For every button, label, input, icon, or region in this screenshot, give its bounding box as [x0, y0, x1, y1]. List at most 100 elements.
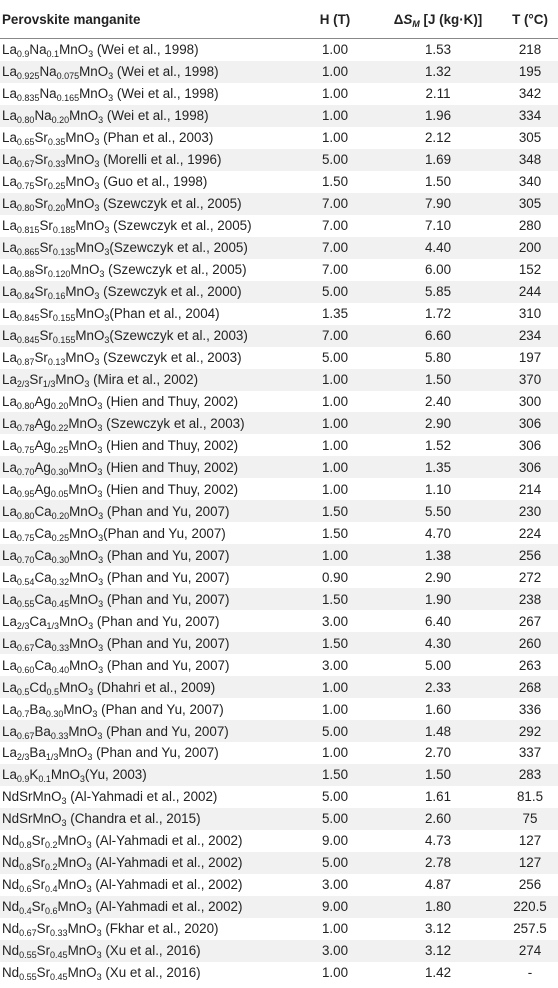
formula-subscript: 3 — [104, 247, 110, 258]
entropy-cell: 1.69 — [374, 148, 502, 171]
material-cell: La0.75Ag0.25MnO3 (Hien and Thuy, 2002) — [0, 434, 296, 456]
formula-text: Na — [34, 108, 52, 124]
temperature-cell: 283 — [502, 763, 558, 786]
formula-text: Sr — [34, 152, 48, 168]
entropy-cell: 6.00 — [424, 262, 452, 278]
formula-text: La — [2, 372, 17, 388]
formula-subscript: 0.67 — [16, 642, 35, 653]
entropy-cell: 1.53 — [424, 42, 452, 58]
formula-subscript: 0.9 — [16, 49, 30, 60]
entropy-cell: 2.33 — [374, 676, 502, 699]
material-cell: Nd0.4Sr0.6MnO3 (Al-Yahmadi et al., 2002) — [0, 895, 296, 918]
formula-subscript: 3 — [98, 554, 104, 565]
material-cell: La0.865Sr0.135MnO3(Szewczyk et al., 2005… — [0, 236, 296, 259]
temperature-cell: 305 — [518, 130, 542, 146]
header-cell: Perovskite manganite — [0, 0, 296, 39]
formula-subscript: 0.9 — [16, 774, 30, 785]
formula-text: Sr — [31, 833, 46, 849]
reference: (Phan et al., 2004) — [109, 306, 220, 322]
formula-text: MnO — [65, 350, 95, 366]
temperature-cell: 224 — [518, 525, 542, 541]
entropy-cell: 1.90 — [374, 588, 502, 611]
formula-subscript: 0.32 — [51, 576, 70, 587]
formula-subscript: 0.2 — [45, 840, 58, 851]
formula-subscript: 3 — [84, 379, 90, 390]
formula-text: La — [2, 415, 17, 431]
reference: (Hien and Thuy, 2002) — [102, 481, 239, 497]
temperature-cell: 234 — [502, 324, 558, 347]
formula-text: MnO — [57, 877, 87, 893]
formula-text: La — [2, 745, 17, 761]
formula-text: La — [2, 459, 17, 475]
formula-text: La — [2, 437, 17, 453]
formula-text: MnO — [65, 130, 95, 146]
temperature-cell: 218 — [518, 42, 542, 58]
formula-subscript: 3 — [98, 576, 104, 587]
formula-text: MnO — [59, 613, 89, 629]
entropy-cell: 2.90 — [374, 412, 502, 435]
formula-text: MnO — [69, 657, 99, 673]
formula-text: MnO — [65, 284, 95, 300]
formula-subscript: 0.155 — [52, 335, 76, 346]
field-cell: 1.50 — [296, 632, 374, 655]
formula-text: MnO — [65, 152, 95, 168]
reference: (Szewczyk et al., 2005) — [99, 196, 242, 212]
formula-text: MnO — [63, 701, 93, 717]
formula-text: MnO — [58, 745, 88, 761]
temperature-cell: 263 — [518, 657, 542, 673]
formula-subscript: 0.25 — [51, 532, 70, 543]
table-row: La0.67Sr0.33MnO3 (Morelli et al., 1996) 5… — [0, 148, 558, 171]
formula-text: Sr — [34, 174, 48, 190]
formula-subscript: 3 — [96, 972, 102, 983]
entropy-cell: 3.12 — [424, 921, 452, 937]
material-cell: NdSrMnO3 (Al-Yahmadi et al., 2002) — [0, 786, 296, 808]
entropy-cell: 4.30 — [374, 632, 502, 655]
material-cell: La0.87Sr0.13MnO3 (Szewczyk et al., 2003) — [0, 347, 296, 369]
formula-subscript: 3 — [97, 422, 103, 433]
formula-subscript: 0.70 — [16, 466, 35, 477]
material-cell: Nd0.67Sr0.33MnO3 (Fkhar et al., 2020) — [0, 918, 296, 940]
formula-subscript: 3 — [97, 466, 103, 477]
table-row: La2/3Ba1/3MnO3 (Phan and Yu, 2007) 1.00 2.… — [0, 742, 558, 764]
temperature-cell: 127 — [502, 851, 558, 874]
table-row: La0.75Ag0.25MnO3 (Hien and Thuy, 2002) 1.… — [0, 434, 558, 456]
table-row: La0.87Sr0.13MnO3 (Szewczyk et al., 2003)… — [0, 347, 558, 369]
formula-subscript: 0.8 — [19, 840, 32, 851]
entropy-cell: 1.96 — [374, 104, 502, 127]
temperature-cell: 152 — [518, 262, 542, 278]
formula-subscript: 0.30 — [51, 554, 70, 565]
formula-subscript: 3 — [98, 664, 104, 675]
temperature-cell: 305 — [502, 192, 558, 215]
formula-text: MnO — [68, 459, 98, 475]
formula-text: Ba — [34, 723, 51, 739]
field-cell: 5.00 — [296, 807, 374, 830]
entropy-cell: 1.35 — [374, 456, 502, 479]
table-row: La0.5Cd0.5MnO3 (Dhahri et al., 2009) 1.00… — [0, 676, 558, 699]
material-cell: La0.80Ca0.20MnO3 (Phan and Yu, 2007) — [0, 500, 296, 523]
temperature-cell: 256 — [502, 544, 558, 567]
formula-text: Ag — [34, 437, 51, 453]
temperature-cell: 340 — [518, 174, 542, 190]
formula-subscript: 0.67 — [19, 928, 37, 939]
reference: (Fkhar et al., 2020) — [101, 921, 219, 937]
table-row: Nd0.55Sr0.45MnO3 (Xu et al., 2016) 1.00 1.… — [0, 962, 558, 984]
table-row: NdSrMnO3 (Al-Yahmadi et al., 2002) 5.00 1.… — [0, 786, 558, 808]
table-row: La0.80Sr0.20MnO3 (Szewczyk et al., 2005)… — [0, 192, 558, 215]
formula-text: Ag — [34, 481, 51, 497]
temperature-cell: 300 — [518, 393, 542, 409]
field-cell: 1.00 — [321, 393, 349, 409]
formula-text: Ba — [29, 701, 46, 717]
formula-text: La — [2, 701, 17, 717]
formula-text: MnO — [75, 218, 105, 234]
formula-subscript: 0.55 — [19, 950, 37, 961]
entropy-cell: 1.60 — [424, 701, 452, 717]
formula-text: La — [2, 393, 17, 409]
field-cell: 5.00 — [321, 789, 349, 805]
reference: (Hien and Thuy, 2002) — [102, 437, 239, 453]
formula-text: Nd — [2, 965, 20, 981]
formula-subscript: 0.80 — [16, 203, 35, 214]
temperature-cell: 230 — [502, 500, 558, 523]
entropy-cell: 1.50 — [374, 368, 502, 391]
formula-subscript: 3 — [86, 884, 92, 895]
field-cell: 1.00 — [296, 456, 374, 479]
